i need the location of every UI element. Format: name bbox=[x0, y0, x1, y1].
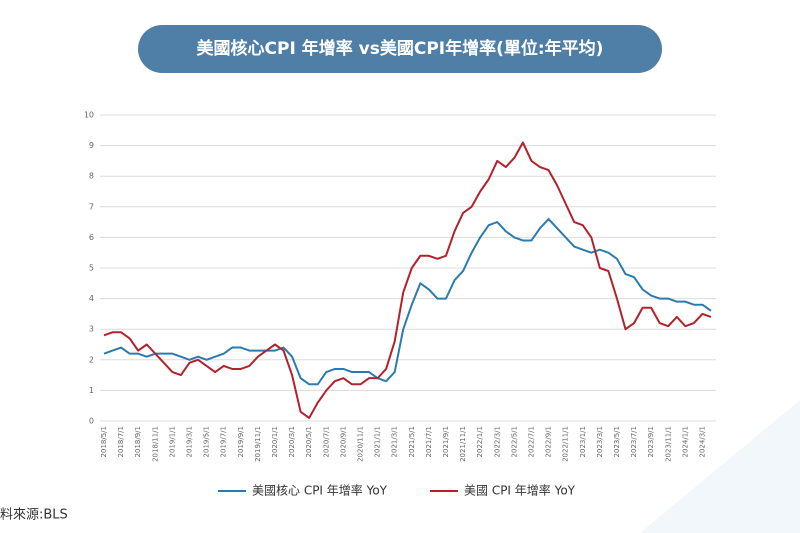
legend-label: 美國 CPI 年增率 YoY bbox=[464, 483, 576, 498]
chart-title: 美國核心CPI 年增率 vs美國CPI年增率(單位:年平均) bbox=[197, 38, 604, 59]
x-tick-label: 2020/9/1 bbox=[339, 426, 347, 457]
x-tick-label: 2023/7/1 bbox=[630, 426, 638, 457]
background-decor bbox=[640, 400, 800, 533]
x-tick-label: 2020/1/1 bbox=[271, 426, 279, 457]
y-tick-label: 2 bbox=[89, 355, 94, 364]
x-tick-label: 2023/5/1 bbox=[613, 426, 621, 457]
y-tick-label: 7 bbox=[89, 202, 94, 211]
x-tick-label: 2019/1/1 bbox=[168, 426, 176, 457]
x-tick-label: 2022/5/1 bbox=[510, 426, 518, 457]
x-tick-label: 2019/3/1 bbox=[185, 426, 193, 457]
x-tick-label: 2018/5/1 bbox=[100, 426, 108, 457]
x-tick-label: 2023/11/1 bbox=[664, 426, 672, 462]
y-tick-label: 6 bbox=[89, 233, 94, 242]
y-tick-label: 1 bbox=[89, 386, 94, 395]
x-tick-label: 2022/7/1 bbox=[527, 426, 535, 457]
x-tick-label: 2023/1/1 bbox=[579, 426, 587, 457]
x-tick-label: 2018/7/1 bbox=[117, 426, 125, 457]
x-tick-label: 2024/1/1 bbox=[681, 426, 689, 457]
x-tick-label: 2019/5/1 bbox=[203, 426, 211, 457]
x-tick-label: 2023/3/1 bbox=[596, 426, 604, 457]
x-tick-label: 2021/11/1 bbox=[459, 426, 467, 462]
y-tick-label: 8 bbox=[89, 172, 94, 181]
series-line bbox=[103, 141, 712, 419]
y-tick-label: 0 bbox=[89, 417, 94, 426]
x-tick-label: 2022/3/1 bbox=[493, 426, 501, 457]
x-tick-label: 2020/7/1 bbox=[322, 426, 330, 457]
x-tick-label: 2022/11/1 bbox=[562, 426, 570, 462]
x-tick-label: 2019/9/1 bbox=[237, 426, 245, 457]
source: 料來源:BLS bbox=[0, 508, 68, 523]
x-tick-label: 2019/11/1 bbox=[254, 426, 262, 462]
x-tick-label: 2023/9/1 bbox=[647, 426, 655, 457]
legend-label: 美國核心 CPI 年增率 YoY bbox=[252, 483, 388, 498]
x-tick-label: 2021/7/1 bbox=[425, 426, 433, 457]
x-tick-label: 2021/5/1 bbox=[408, 426, 416, 457]
x-tick-label: 2022/9/1 bbox=[545, 426, 553, 457]
y-tick-label: 5 bbox=[89, 264, 94, 273]
x-tick-label: 2020/11/1 bbox=[356, 426, 364, 462]
y-tick-label: 10 bbox=[84, 111, 94, 120]
x-tick-label: 2022/1/1 bbox=[476, 426, 484, 457]
x-tick-label: 2024/3/1 bbox=[698, 426, 706, 457]
x-tick-label: 2018/9/1 bbox=[134, 426, 142, 457]
y-tick-label: 3 bbox=[89, 325, 94, 334]
y-tick-label: 4 bbox=[89, 294, 94, 303]
x-tick-label: 2021/1/1 bbox=[374, 426, 382, 457]
series-line bbox=[103, 218, 712, 386]
x-tick-label: 2020/5/1 bbox=[305, 426, 313, 457]
x-tick-label: 2021/3/1 bbox=[391, 426, 399, 457]
x-tick-label: 2021/9/1 bbox=[442, 426, 450, 457]
title-pill bbox=[138, 25, 662, 73]
x-tick-label: 2019/7/1 bbox=[220, 426, 228, 457]
x-tick-label: 2018/11/1 bbox=[151, 426, 159, 462]
y-tick-label: 9 bbox=[89, 141, 94, 150]
x-tick-label: 2020/3/1 bbox=[288, 426, 296, 457]
